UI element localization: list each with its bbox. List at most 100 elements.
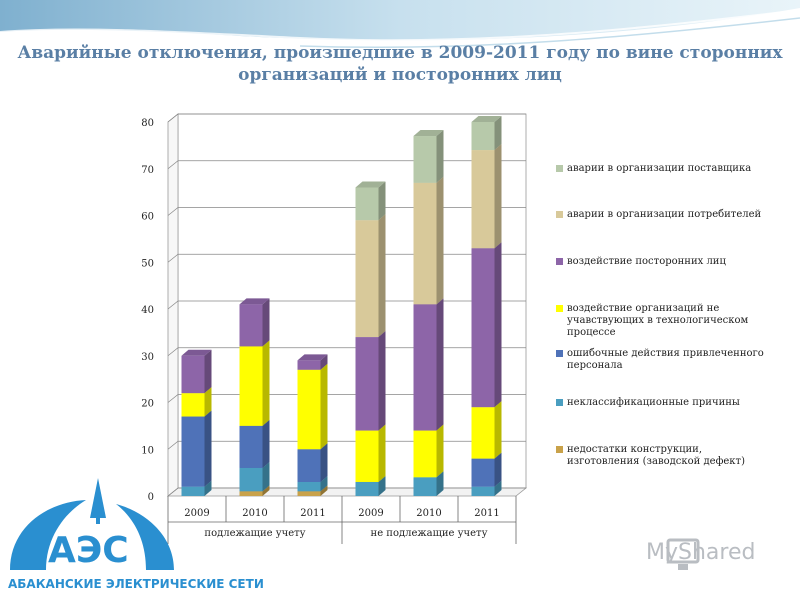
bar-segment <box>471 407 495 459</box>
bar-segment-side <box>262 419 270 468</box>
bar-segment-top <box>355 181 386 188</box>
bar-segment-side <box>494 452 502 487</box>
legend-item: аварии в организации поставщика <box>556 163 766 175</box>
gridline <box>167 440 526 450</box>
legend-label: воздействие посторонних лиц <box>567 256 726 267</box>
gridline <box>167 207 526 216</box>
legend-label: аварии в организации поставщика <box>567 163 752 174</box>
legend-swatch <box>556 305 563 312</box>
bar-segment <box>413 430 437 478</box>
bar-segment <box>297 449 321 482</box>
bar-segment-side <box>436 176 444 305</box>
gridline <box>167 113 526 123</box>
legend-label: недостатки конструкции, изготовления (за… <box>567 444 745 467</box>
bar-segment <box>239 467 263 492</box>
bar-segment-side <box>436 424 444 478</box>
bar-segment-top <box>471 116 502 122</box>
bar-segment-top <box>413 130 444 137</box>
legend-swatch <box>556 211 563 218</box>
bar-segment-side <box>436 298 444 431</box>
bar-segment-side <box>494 144 502 249</box>
legend-label: воздействие организаций не учавствующих … <box>567 303 749 338</box>
bar-segment <box>471 122 495 151</box>
bar-segment <box>413 182 437 305</box>
y-tick-label: 70 <box>141 165 154 176</box>
bar-segment-top <box>239 298 270 305</box>
bar-segment-side <box>262 461 270 492</box>
logo-abbr: АЭС <box>48 530 129 571</box>
x-tick-label: 2009 <box>184 508 209 519</box>
gridline <box>167 160 526 170</box>
bar-segment-side <box>320 485 328 496</box>
bar-segment <box>181 355 205 394</box>
gridline <box>167 394 526 403</box>
y-tick-label: 50 <box>141 258 154 269</box>
x-tick-label: 2009 <box>358 508 383 519</box>
bar-segment-side <box>494 116 502 151</box>
bar-segment-side <box>378 475 386 496</box>
bar-segment <box>355 187 379 221</box>
legend-label: ошибочные действия привлеченного персона… <box>567 348 764 371</box>
bar-segment <box>355 337 379 431</box>
bar-segment-side <box>262 485 270 496</box>
bar-segment <box>471 486 495 496</box>
bar-segment-side <box>494 401 502 459</box>
bar-segment <box>355 481 379 496</box>
bar-segment-side <box>204 349 212 394</box>
bar-segment <box>239 491 263 496</box>
legend-swatch <box>556 165 563 172</box>
bar-segment <box>471 150 495 249</box>
bar-segment <box>471 458 495 487</box>
bar-segment-side <box>494 480 502 496</box>
bar-segment-side <box>320 443 328 482</box>
x-tick-label: 2010 <box>242 508 267 519</box>
bar-segment <box>297 369 321 450</box>
y-tick-label: 40 <box>141 305 154 316</box>
bar-segment-side <box>378 424 386 482</box>
x-group-label: не подлежащие учету <box>371 528 488 539</box>
y-tick-label: 20 <box>141 399 154 410</box>
bar-segment <box>355 220 379 338</box>
x-group-label: подлежащие учету <box>204 528 305 539</box>
legend-swatch <box>556 258 563 265</box>
aes-logo <box>10 478 174 570</box>
watermark-text: MyShared <box>646 540 756 565</box>
y-tick-label: 60 <box>141 212 154 223</box>
x-tick-label: 2010 <box>416 508 441 519</box>
legend-item: воздействие организаций не учавствующих … <box>556 303 766 339</box>
x-tick-label: 2011 <box>300 508 325 519</box>
bar-segment-side <box>320 354 328 370</box>
bar-segment <box>471 248 495 408</box>
bar-segment <box>297 491 321 496</box>
legend-item: недостатки конструкции, изготовления (за… <box>556 444 766 468</box>
gridline <box>167 300 526 310</box>
legend-item: ошибочные действия привлеченного персона… <box>556 348 766 372</box>
bar-segment-side <box>204 410 212 487</box>
page-title: Аварийные отключения, произшедшие в 2009… <box>17 43 783 85</box>
bar-segment <box>181 486 205 496</box>
y-tick-label: 30 <box>141 352 154 363</box>
logo-company-name: АБАКАНСКИЕ ЭЛЕКТРИЧЕСКИЕ СЕТИ <box>8 577 264 591</box>
legend-item: аварии в организации потребителей <box>556 209 766 221</box>
legend-swatch <box>556 399 563 406</box>
bar-segment <box>297 481 321 492</box>
gridline <box>167 253 526 263</box>
legend-item: воздействие посторонних лиц <box>556 256 766 268</box>
x-tick-label: 2011 <box>474 508 499 519</box>
gridline <box>167 347 526 357</box>
bar-segment-side <box>378 214 386 338</box>
bar-segment-top <box>181 349 212 356</box>
y-tick-label: 0 <box>148 492 154 503</box>
bar-segment-side <box>262 340 270 426</box>
bar-segment-side <box>204 387 212 417</box>
bar-segment <box>239 346 263 426</box>
bar-segment <box>355 430 379 482</box>
bar-segment-side <box>494 242 502 408</box>
bar-segment-side <box>262 298 270 347</box>
bar-segment <box>239 425 263 468</box>
header-swoosh <box>0 0 800 49</box>
bar-segment-side <box>436 471 444 496</box>
bar-segment-side <box>436 130 444 183</box>
legend-swatch <box>556 446 563 453</box>
